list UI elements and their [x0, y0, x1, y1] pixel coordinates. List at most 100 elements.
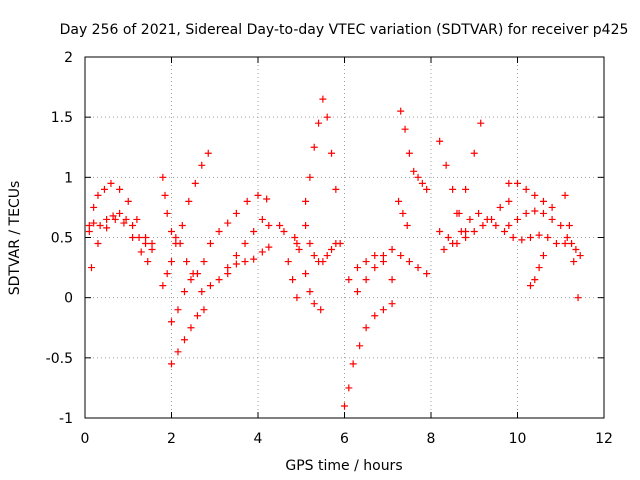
- data-point: [522, 209, 530, 217]
- data-point: [323, 113, 331, 121]
- data-point: [94, 240, 102, 248]
- data-point: [116, 185, 124, 193]
- x-tick-label: 4: [254, 431, 263, 447]
- data-point: [539, 197, 547, 205]
- data-point: [501, 227, 509, 235]
- series-arc02: [85, 179, 156, 248]
- series-arc12: [302, 95, 340, 205]
- x-tick-label: 10: [509, 431, 527, 447]
- data-point: [129, 234, 137, 241]
- data-point: [111, 215, 119, 223]
- data-point: [148, 246, 156, 254]
- data-point: [161, 191, 169, 199]
- data-point: [336, 240, 344, 248]
- data-point: [514, 179, 521, 187]
- data-point: [341, 402, 348, 410]
- series-arc19: [395, 197, 411, 229]
- x-axis-label: GPS time / hours: [285, 458, 402, 474]
- data-point: [291, 234, 299, 241]
- data-point: [395, 197, 403, 205]
- data-point: [371, 252, 379, 260]
- chart-title: Day 256 of 2021, Sidereal Day-to-day VTE…: [60, 22, 629, 38]
- data-point: [509, 234, 517, 241]
- data-point: [254, 191, 262, 199]
- data-point: [293, 240, 301, 248]
- data-point: [462, 185, 470, 193]
- series-arc23: [440, 209, 509, 254]
- data-point: [423, 270, 431, 278]
- data-point: [466, 215, 474, 223]
- data-point: [306, 240, 314, 248]
- data-point: [505, 221, 513, 229]
- data-point: [535, 264, 543, 272]
- series-arc10: [276, 221, 301, 302]
- data-point: [295, 246, 303, 254]
- data-point: [302, 221, 310, 229]
- data-point: [103, 224, 111, 232]
- data-point: [133, 215, 141, 223]
- series-arc11: [291, 234, 303, 254]
- x-tick-label: 0: [81, 431, 90, 447]
- series-arc03: [87, 215, 152, 272]
- data-point: [349, 360, 357, 368]
- data-point: [187, 324, 195, 332]
- data-point: [302, 197, 310, 205]
- data-point: [306, 288, 314, 296]
- data-point: [345, 384, 353, 392]
- data-point: [200, 258, 208, 266]
- data-point: [397, 107, 405, 115]
- data-point: [568, 240, 576, 248]
- data-point: [410, 167, 418, 175]
- data-point: [265, 243, 273, 251]
- data-point: [200, 306, 208, 314]
- data-point: [180, 336, 188, 344]
- data-point: [518, 236, 526, 244]
- data-point: [103, 215, 111, 223]
- series-arc29: [563, 234, 584, 260]
- data-point: [423, 185, 431, 193]
- data-point: [526, 282, 534, 290]
- data-point: [414, 173, 422, 181]
- data-point: [496, 203, 504, 211]
- data-point: [531, 191, 539, 199]
- data-point: [492, 221, 500, 229]
- data-point: [576, 252, 584, 260]
- data-point: [539, 252, 547, 260]
- axis-ticks: [84, 56, 605, 419]
- data-point: [204, 149, 212, 157]
- data-point: [215, 227, 223, 235]
- data-point: [440, 246, 448, 254]
- data-point: [328, 149, 336, 157]
- data-point: [453, 209, 461, 217]
- data-point: [353, 264, 361, 272]
- data-point: [191, 179, 199, 187]
- data-point: [356, 342, 364, 350]
- data-point: [379, 252, 387, 260]
- data-point: [120, 219, 128, 227]
- data-point: [198, 288, 206, 296]
- data-point: [379, 306, 387, 314]
- data-point: [353, 288, 361, 296]
- data-point: [574, 294, 582, 302]
- data-point: [514, 215, 521, 223]
- data-point: [263, 195, 271, 203]
- series-arc24: [505, 179, 556, 211]
- data-point: [85, 227, 93, 235]
- series-arc28: [561, 191, 582, 302]
- data-point: [315, 119, 323, 127]
- data-point: [168, 227, 175, 235]
- data-point: [418, 179, 426, 187]
- data-point: [362, 324, 370, 332]
- data-point: [116, 209, 124, 217]
- data-point: [193, 270, 201, 278]
- data-point: [265, 221, 273, 229]
- series-arc22: [453, 119, 485, 217]
- series-arc18: [397, 107, 431, 193]
- data-point: [548, 215, 556, 223]
- data-point: [332, 185, 340, 193]
- data-point: [224, 264, 232, 272]
- data-point: [96, 221, 104, 229]
- data-point: [544, 234, 552, 241]
- data-point: [129, 221, 137, 229]
